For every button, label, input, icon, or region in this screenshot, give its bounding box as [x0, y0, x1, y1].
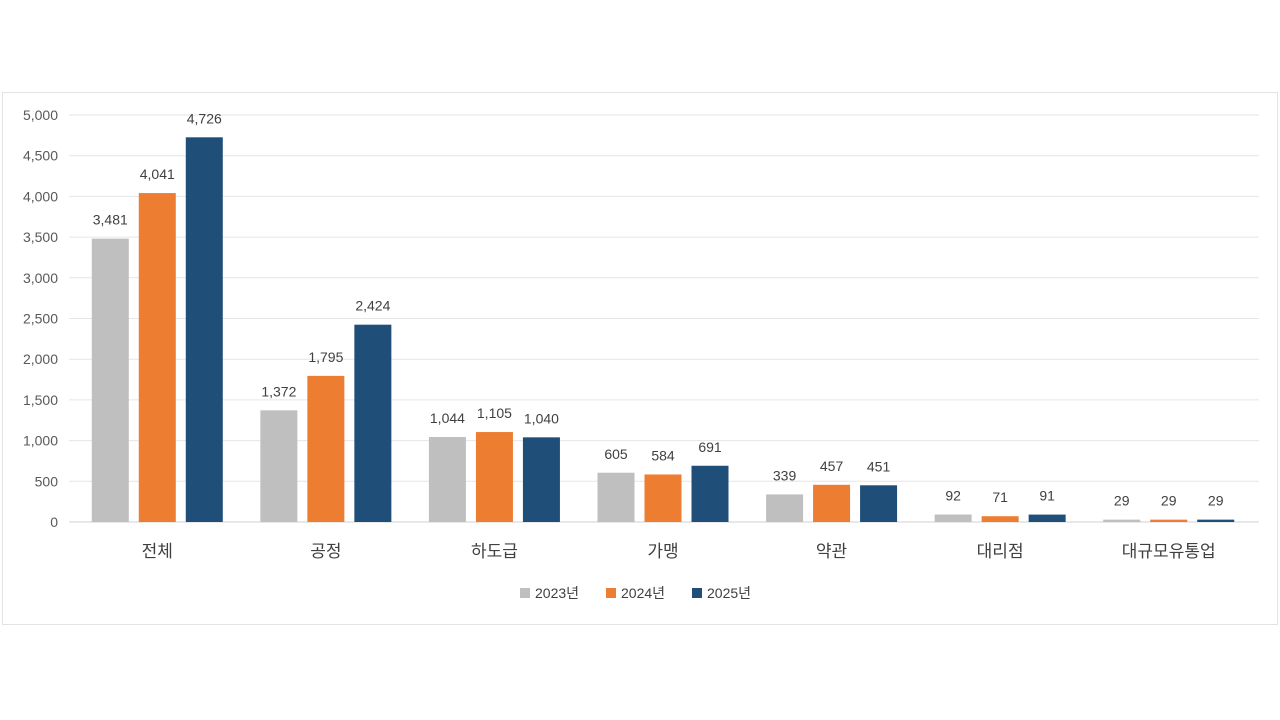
data-label: 605	[604, 446, 628, 462]
y-tick-label: 0	[50, 514, 58, 530]
bar-2023년-공정	[260, 410, 298, 522]
y-axis-ticks: 0 500 1,000 1,500 2,000 2,500 3,000 3,500 4,000 4…	[23, 107, 58, 530]
data-label: 1,044	[430, 410, 465, 426]
y-tick-label: 4,000	[23, 188, 58, 204]
x-axis-categories: 전체 공정 하도급 가맹 약관 대리점 대규모유통업	[142, 542, 1216, 561]
data-label: 1,040	[524, 410, 559, 426]
legend-swatch	[520, 588, 530, 598]
bar-chart: 0 500 1,000 1,500 2,000 2,500 3,000 3,500 4,000 4…	[23, 107, 1259, 601]
chart-frame: 0 500 1,000 1,500 2,000 2,500 3,000 3,500 4,000 4…	[2, 92, 1278, 625]
x-category-label: 가맹	[647, 542, 678, 561]
data-label: 92	[945, 488, 961, 504]
legend-label: 2025년	[707, 585, 751, 601]
y-tick-label: 1,500	[23, 392, 58, 408]
bar-2025년-전체	[185, 137, 223, 523]
bar-2025년-하도급	[522, 437, 560, 522]
legend-label: 2023년	[535, 585, 579, 601]
x-category-label: 공정	[310, 542, 341, 561]
data-label: 29	[1114, 493, 1130, 509]
data-label: 451	[867, 458, 891, 474]
data-label: 584	[651, 447, 675, 463]
x-category-label: 대규모유통업	[1122, 542, 1216, 561]
data-label: 1,372	[261, 383, 296, 399]
x-category-label: 약관	[816, 542, 847, 561]
data-label: 3,481	[93, 212, 128, 228]
data-label: 1,795	[308, 349, 343, 365]
y-tick-label: 3,500	[23, 229, 58, 245]
data-label: 1,105	[477, 405, 512, 421]
data-label: 91	[1039, 488, 1055, 504]
data-label: 457	[820, 458, 844, 474]
data-label: 29	[1161, 493, 1177, 509]
bar-2023년-가맹	[597, 472, 635, 522]
x-category-label: 대리점	[977, 542, 1024, 561]
bar-2023년-약관	[766, 494, 804, 522]
data-label: 4,041	[140, 166, 175, 182]
bar-2025년-약관	[860, 485, 898, 522]
data-labels: 3,481 4,041 4,726 1,372 1,795 2,424 1,044 1,105…	[93, 110, 1224, 508]
y-tick-label: 4,500	[23, 148, 58, 164]
legend-swatch	[606, 588, 616, 598]
bar-2025년-대규모유통업	[1197, 519, 1235, 522]
bar-2023년-대규모유통업	[1103, 519, 1141, 522]
y-tick-label: 2,500	[23, 311, 58, 327]
legend: 2023년 2024년 2025년	[520, 585, 751, 601]
data-label: 4,726	[187, 110, 222, 126]
bar-2024년-약관	[813, 484, 851, 522]
data-label: 2,424	[355, 298, 390, 314]
bar-2024년-전체	[138, 193, 176, 522]
bar-2025년-대리점	[1028, 514, 1066, 522]
bars	[91, 137, 1235, 523]
bar-2024년-가맹	[644, 474, 682, 522]
legend-label: 2024년	[621, 585, 665, 601]
y-tick-label: 3,000	[23, 270, 58, 286]
bar-2024년-대리점	[981, 516, 1019, 522]
bar-2024년-대규모유통업	[1150, 519, 1188, 522]
bar-2023년-대리점	[934, 514, 972, 522]
x-category-label: 하도급	[471, 542, 518, 561]
bar-2025년-공정	[354, 324, 392, 522]
y-tick-label: 5,000	[23, 107, 58, 123]
bar-2024년-공정	[307, 375, 345, 522]
bar-2023년-하도급	[428, 437, 466, 522]
y-tick-label: 500	[35, 473, 59, 489]
x-category-label: 전체	[142, 542, 173, 561]
y-tick-label: 1,000	[23, 433, 58, 449]
data-label: 691	[698, 439, 722, 455]
bar-2023년-전체	[91, 238, 129, 522]
y-tick-label: 2,000	[23, 351, 58, 367]
bar-2025년-가맹	[691, 465, 729, 522]
legend-swatch	[692, 588, 702, 598]
data-label: 29	[1208, 493, 1224, 509]
bar-2024년-하도급	[475, 432, 513, 522]
data-label: 339	[773, 467, 797, 483]
data-label: 71	[992, 489, 1008, 505]
